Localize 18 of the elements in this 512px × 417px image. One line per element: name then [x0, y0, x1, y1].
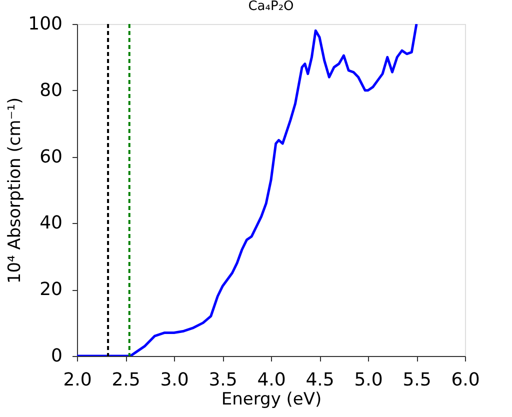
x-tick-label: 4.5: [306, 370, 334, 390]
x-tick-label: 6.0: [451, 370, 480, 390]
x-tick-label: 3.5: [208, 370, 238, 390]
x-axis-title: Energy (eV): [221, 390, 322, 410]
x-tick-label: 3.0: [160, 370, 189, 390]
y-axis-title: 10⁴ Absorption (cm⁻¹): [5, 97, 26, 284]
x-tick-label: 2.5: [112, 370, 140, 390]
y-tick-label: 80: [40, 80, 62, 101]
x-tick-label: 5.0: [354, 370, 383, 390]
y-tick-label: 0: [51, 346, 62, 366]
x-tick-label: 2.0: [63, 370, 92, 390]
chart-title: Ca₄P₂O: [248, 0, 294, 14]
y-tick-label: 20: [40, 279, 62, 300]
x-tick-label: 4.0: [257, 370, 286, 390]
y-tick-label: 40: [40, 212, 62, 234]
y-tick-label: 60: [40, 146, 62, 168]
y-tick-label: 100: [28, 14, 62, 34]
x-tick-label: 5.5: [402, 370, 432, 390]
